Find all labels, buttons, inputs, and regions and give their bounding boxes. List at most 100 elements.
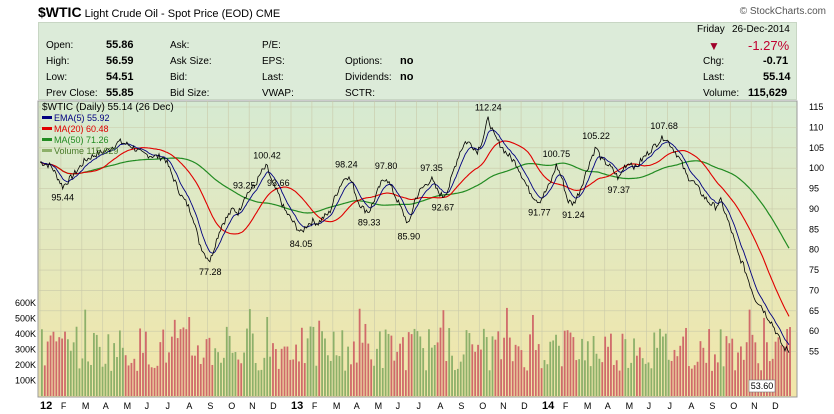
volume-bar	[130, 362, 133, 396]
volume-bar	[243, 352, 245, 396]
volume-bar	[725, 336, 728, 396]
volume-bar	[436, 342, 439, 396]
volume-bar	[260, 369, 263, 396]
volume-bar	[413, 328, 416, 396]
asksize-label: Ask Size:	[170, 56, 212, 67]
volume-bar	[404, 370, 407, 396]
volume-bar	[482, 328, 485, 396]
volume-bar	[566, 330, 569, 396]
volume-bar	[81, 358, 84, 396]
volume-bar	[477, 344, 479, 396]
volume-bar	[474, 351, 477, 396]
volume-bar	[208, 337, 211, 396]
volume-bar	[220, 362, 222, 396]
volume-bar	[786, 328, 789, 396]
open-label: Open:	[46, 40, 74, 51]
low-label: Low:	[46, 72, 68, 83]
x-tick-label: M	[124, 401, 131, 411]
volume-bar	[312, 326, 315, 396]
x-tick-label: A	[186, 401, 192, 411]
volume-bar	[540, 368, 543, 396]
volume-bar	[107, 334, 110, 396]
annotations: 95.44 77.28 93.25 100.42 93.66 84.05 98.24 89.3…	[51, 102, 678, 277]
volume-bar	[318, 320, 321, 396]
volume-bar	[598, 358, 601, 396]
x-tick-label: S	[709, 401, 715, 411]
x-axis: 12 F M A M J J A S O N D 13 F M A M J J A S O N D 14 F M A M J J A S O N D	[40, 400, 779, 412]
volume-bar	[376, 348, 378, 396]
volume-bar	[248, 309, 251, 396]
volume-bar	[774, 341, 777, 396]
x-tick-label: M	[333, 401, 341, 411]
volume-bar	[399, 343, 401, 396]
volume-bar	[136, 370, 139, 396]
quote-date: 26-Dec-2014	[732, 24, 790, 35]
y-tick-label: 90	[809, 204, 819, 214]
volume-label: Volume:	[703, 88, 740, 99]
volume-bar	[361, 342, 364, 396]
volume-bar	[162, 329, 165, 396]
volume-bar	[647, 362, 650, 396]
volume-bar	[517, 346, 520, 396]
x-tick-label: A	[605, 401, 611, 411]
volume-bar	[46, 341, 49, 396]
x-tick-label: S	[458, 401, 464, 411]
x-tick-label: N	[500, 401, 507, 411]
volume-bar	[442, 310, 445, 396]
volume-bar	[225, 326, 228, 396]
y-tick-label: 100	[809, 163, 824, 173]
x-tick-label: M	[584, 401, 592, 411]
instrument-name: Light Crude Oil - Spot Price (EOD)	[84, 8, 253, 20]
legend-ma20-swatch	[42, 127, 52, 130]
volume-bar	[332, 331, 335, 396]
volume-bar	[350, 364, 352, 396]
volume-bar	[783, 346, 786, 396]
volume-bar	[277, 368, 280, 396]
volume-bar	[529, 334, 531, 396]
x-tick-label: F	[61, 401, 67, 411]
volume-bar	[569, 332, 572, 396]
volume-bar	[240, 363, 243, 396]
volume-bar	[367, 343, 370, 396]
volume-bar	[52, 331, 55, 396]
volume-bar	[370, 359, 373, 396]
volume-bar	[390, 335, 393, 396]
price-line	[40, 116, 790, 353]
volume-bar	[719, 329, 722, 396]
volume-bar	[595, 353, 598, 396]
volume-bar	[188, 317, 191, 396]
volume-bar	[740, 346, 742, 396]
volume-bar	[347, 346, 349, 396]
legend-ma50: MA(50) 71.26	[54, 135, 109, 145]
volume-bar	[358, 308, 361, 396]
volume-bar	[153, 367, 156, 396]
volume-bar	[508, 337, 511, 396]
volume-bar	[170, 336, 173, 396]
prevclose-value: 55.85	[106, 87, 134, 99]
price-annotation: 100.42	[253, 150, 281, 160]
volume-bar	[156, 365, 159, 396]
volume-bar	[373, 365, 375, 396]
volume-bar	[165, 362, 168, 396]
x-tick-label: M	[82, 401, 90, 411]
volume-bar	[485, 337, 488, 396]
volume-bar	[179, 329, 182, 396]
volume-bar	[199, 363, 202, 396]
volume-bar	[670, 360, 673, 396]
volume-bar	[546, 364, 549, 396]
volume-bar	[246, 328, 248, 396]
volume-bar	[659, 328, 661, 396]
price-annotation: 77.28	[199, 267, 222, 277]
volume-bar	[511, 361, 514, 396]
volume-bar	[445, 361, 448, 396]
volume-bar	[604, 336, 607, 396]
volume-bar	[575, 360, 578, 396]
volume-bar	[127, 365, 130, 396]
volume-bar	[714, 354, 716, 396]
volume-bar	[638, 347, 641, 396]
volume-bar	[78, 368, 81, 396]
volume-bar	[722, 366, 725, 396]
x-tick-label: D	[521, 401, 528, 411]
volume-bar	[352, 341, 355, 396]
prevclose-label: Prev Close:	[46, 88, 98, 99]
